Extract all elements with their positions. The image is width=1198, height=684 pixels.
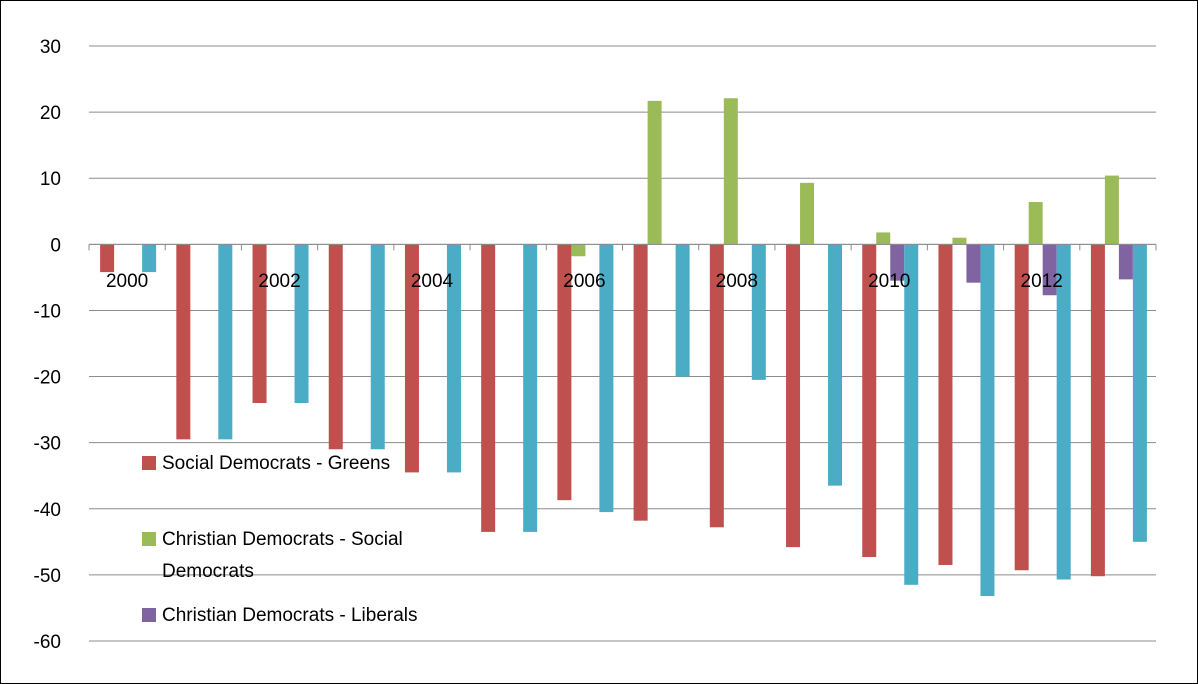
y-tick-label: -20: [34, 368, 61, 389]
bar-christian-democrats-social-democrats-9: [800, 182, 815, 245]
bar-series-4-13: [1132, 244, 1147, 542]
bar-series-4-10: [904, 244, 919, 585]
y-tick-label: 30: [40, 37, 61, 58]
bar-series-4-9: [828, 244, 843, 486]
x-tick-label: 2010: [868, 271, 910, 292]
bar-social-democrats-greens-3: [328, 244, 343, 450]
y-tick-label: -50: [34, 566, 61, 587]
x-tick-label: 2002: [258, 271, 300, 292]
bar-series-4-7: [675, 244, 690, 377]
bar-christian-democrats-social-democrats-6: [571, 244, 586, 257]
x-tick-label: 2006: [563, 271, 605, 292]
legend-label: Christian Democrats - Liberals: [162, 605, 418, 626]
bar-social-democrats-greens-0: [100, 244, 115, 273]
legend-label: Christian Democrats - Social: [162, 529, 403, 550]
bar-series-4-1: [218, 244, 233, 440]
bar-social-democrats-greens-11: [938, 244, 953, 565]
bars: [100, 98, 1147, 597]
bar-series-4-2: [294, 244, 309, 403]
x-tick-label: 2004: [411, 271, 454, 292]
legend-label: Democrats: [162, 561, 254, 582]
y-tick-label: 20: [40, 103, 61, 124]
y-tick-label: -30: [34, 434, 61, 455]
bar-series-4-11: [980, 244, 995, 597]
legend-swatch: [142, 532, 156, 546]
y-tick-label: -40: [34, 500, 61, 521]
legend-swatch: [142, 456, 156, 470]
bar-christian-democrats-liberals-11: [966, 244, 981, 283]
y-tick-label: -60: [34, 632, 61, 653]
bar-series-4-6: [599, 244, 614, 513]
y-tick-label: 0: [50, 235, 61, 256]
bar-social-democrats-greens-6: [557, 244, 572, 501]
bar-social-democrats-greens-1: [176, 244, 191, 440]
bar-christian-democrats-social-democrats-11: [952, 237, 967, 245]
y-tick-labels: 30 20 10 0 -10 -20 -30 -40 -50 -60: [34, 37, 61, 653]
bar-series-4-4: [446, 244, 461, 473]
legend: Social Democrats - Greens Christian Democ…: [142, 453, 418, 626]
bar-social-democrats-greens-8: [709, 244, 724, 528]
x-axis: [88, 243, 1157, 251]
bar-social-democrats-greens-7: [633, 244, 648, 521]
bar-christian-democrats-social-democrats-12: [1028, 202, 1043, 245]
bar-christian-democrats-social-democrats-8: [723, 98, 738, 245]
x-tick-label: 2000: [106, 271, 148, 292]
legend-swatch: [142, 608, 156, 622]
bar-christian-democrats-social-democrats-7: [647, 100, 662, 245]
x-tick-label: 2012: [1021, 271, 1063, 292]
bar-christian-democrats-social-democrats-13: [1104, 175, 1119, 245]
bar-christian-democrats-liberals-10: [890, 244, 905, 281]
bar-social-democrats-greens-4: [404, 244, 419, 473]
bar-series-4-12: [1056, 244, 1071, 580]
legend-label: Social Democrats - Greens: [162, 453, 390, 474]
bar-christian-democrats-liberals-13: [1118, 244, 1133, 280]
x-tick-label: 2008: [716, 271, 758, 292]
y-tick-label: -10: [34, 301, 61, 322]
bar-christian-democrats-liberals-12: [1042, 244, 1057, 296]
bar-series-4-3: [370, 244, 385, 450]
bar-social-democrats-greens-12: [1014, 244, 1029, 571]
y-tick-label: 10: [40, 169, 61, 190]
bar-social-democrats-greens-5: [481, 244, 496, 532]
bar-social-democrats-greens-10: [862, 244, 877, 558]
bar-social-democrats-greens-9: [786, 244, 801, 548]
bar-social-democrats-greens-13: [1090, 244, 1105, 577]
bar-series-4-8: [751, 244, 766, 380]
gridlines: [89, 45, 1156, 642]
bar-christian-democrats-social-democrats-10: [876, 232, 891, 245]
bar-social-democrats-greens-2: [252, 244, 267, 403]
x-tick-labels: 2000 2002 2004 2006 2008 2010 2012: [106, 271, 1063, 292]
bar-series-4-0: [142, 244, 157, 273]
bar-series-4-5: [523, 244, 538, 532]
